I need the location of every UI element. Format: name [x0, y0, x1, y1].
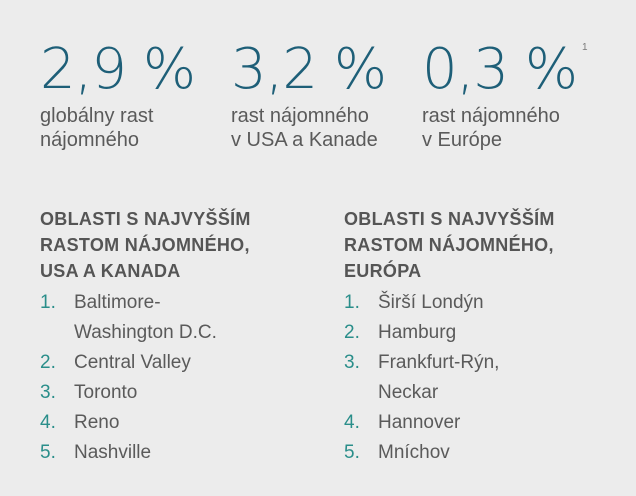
- region-title: OBLASTI S NAJVYŠŠÍM RASTOM NÁJOMNÉHO, EU…: [344, 209, 555, 281]
- list-number: 2.: [344, 322, 360, 343]
- list-item: 2. Hamburg: [344, 318, 614, 348]
- list-number: 4.: [344, 412, 360, 433]
- list-text: Central Valley: [74, 352, 191, 373]
- list-text: Toronto: [74, 382, 138, 403]
- ranked-list: 1. Baltimore- Washington D.C. 2. Central…: [40, 288, 310, 468]
- list-item: 4. Reno: [40, 408, 310, 438]
- stat-europe: 0,3 % rast nájomného v Európe: [422, 37, 578, 152]
- list-item: 5. Mníchov: [344, 438, 614, 468]
- footnote-marker: 1: [582, 42, 588, 53]
- list-text: Hannover: [378, 412, 461, 433]
- list-item: 3. Frankfurt-Rýn, Neckar: [344, 348, 614, 408]
- region-usa-canada: OBLASTI S NAJVYŠŠÍM RASTOM NÁJOMNÉHO, US…: [40, 206, 310, 468]
- region-europe: OBLASTI S NAJVYŠŠÍM RASTOM NÁJOMNÉHO, EU…: [344, 206, 614, 468]
- stat-value: 3,2 %: [231, 37, 387, 102]
- list-text: Hamburg: [378, 322, 457, 343]
- stat-global: 2,9 % globálny rast nájomného: [40, 37, 196, 152]
- list-text: Širší Londýn: [378, 292, 484, 313]
- ranked-list: 1. Širší Londýn 2. Hamburg 3. Frankfurt-…: [344, 288, 614, 468]
- list-item: 1. Širší Londýn: [344, 288, 614, 318]
- list-item: 5. Nashville: [40, 438, 310, 468]
- list-text: Reno: [74, 412, 120, 433]
- list-item: 1. Baltimore- Washington D.C.: [40, 288, 310, 348]
- list-text: Nashville: [74, 442, 152, 463]
- list-number: 1.: [40, 292, 56, 313]
- stat-value: 0,3 %: [422, 37, 578, 102]
- stat-description: globálny rast nájomného: [40, 105, 154, 151]
- list-text: Frankfurt-Rýn, Neckar: [378, 352, 500, 403]
- list-item: 2. Central Valley: [40, 348, 310, 378]
- list-item: 4. Hannover: [344, 408, 614, 438]
- list-item: 3. Toronto: [40, 378, 310, 408]
- list-number: 1.: [344, 292, 360, 313]
- list-number: 3.: [40, 382, 56, 403]
- list-number: 4.: [40, 412, 56, 433]
- list-number: 2.: [40, 352, 56, 373]
- region-title: OBLASTI S NAJVYŠŠÍM RASTOM NÁJOMNÉHO, US…: [40, 209, 251, 281]
- stat-description: rast nájomného v USA a Kanade: [231, 105, 378, 151]
- stat-usa-canada: 3,2 % rast nájomného v USA a Kanade: [231, 37, 387, 152]
- list-number: 5.: [40, 442, 56, 463]
- list-text: Baltimore- Washington D.C.: [74, 292, 217, 343]
- list-text: Mníchov: [378, 442, 450, 463]
- stat-value: 2,9 %: [40, 37, 196, 102]
- list-number: 3.: [344, 352, 360, 373]
- list-number: 5.: [344, 442, 360, 463]
- stat-description: rast nájomného v Európe: [422, 105, 560, 151]
